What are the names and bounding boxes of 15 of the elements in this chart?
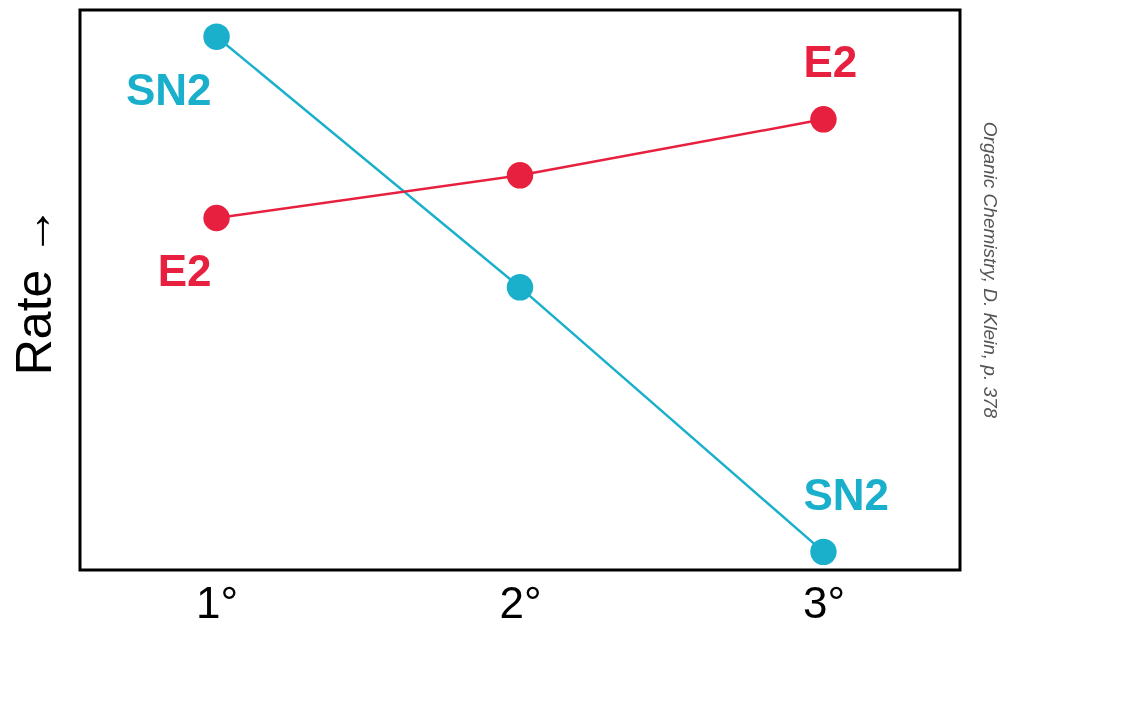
point — [506, 274, 534, 301]
point — [203, 204, 230, 232]
series-label: SN2 — [803, 469, 890, 519]
point — [810, 538, 837, 566]
series-label: E2 — [157, 246, 212, 295]
text: Organic Chemistry, D. Klein, p. 378 — [980, 121, 1001, 419]
point — [203, 23, 230, 50]
y-axis-title: Rate → — [5, 205, 62, 376]
point — [810, 106, 837, 133]
x-tick-label: 2° — [499, 577, 542, 627]
point — [506, 162, 534, 189]
x-tick-label: 1° — [196, 577, 239, 627]
x-tick-label: 3° — [802, 577, 845, 627]
text: SN2 — [125, 64, 212, 114]
text: E2 — [803, 37, 858, 87]
